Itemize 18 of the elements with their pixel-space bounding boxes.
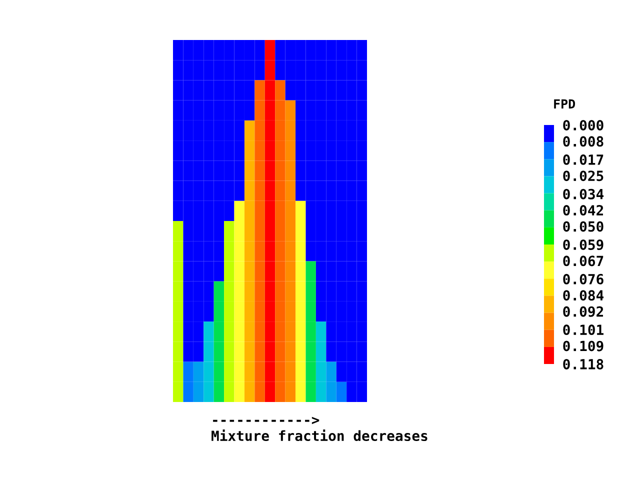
color-bar-label: 0.050 [563,221,604,232]
color-bar-label: 0.017 [563,154,604,165]
color-bar-label: 0.076 [563,274,604,284]
color-bar-label: 0.101 [563,324,604,336]
text: Mixture fraction decreases [212,430,428,442]
color-bar-label: 0.034 [563,188,604,200]
color-bar-label: 0.092 [563,306,603,317]
color-bar-label: 0.059 [563,239,604,250]
color-bar-label: 0.109 [563,340,604,352]
color-bar-label: 0.000 [563,120,604,130]
color-bar-label: 0.025 [563,170,604,182]
color-bar-label: 0.084 [563,290,604,301]
color-bar-title: FPD [554,99,576,108]
color-bar-label: 0.118 [563,358,604,370]
color-bar-label: 0.008 [563,136,604,147]
color-bar-label: 0.042 [563,205,603,216]
color-bar-label: 0.067 [563,256,604,266]
text: ------------> [213,416,320,424]
